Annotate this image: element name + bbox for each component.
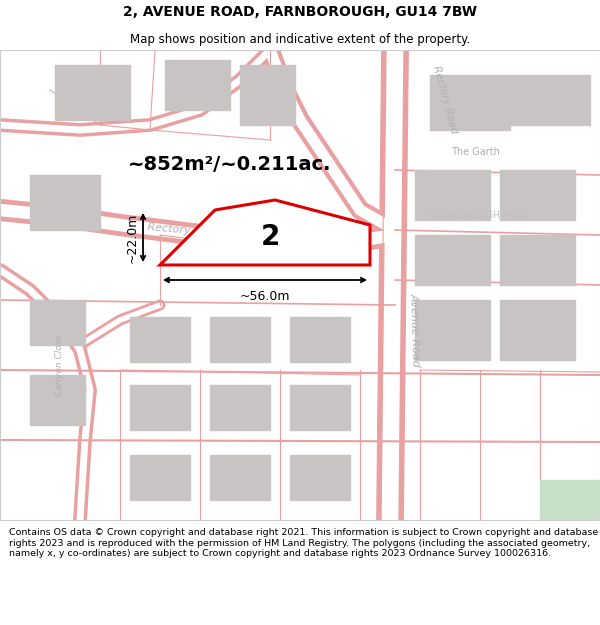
- Bar: [500, 300, 575, 360]
- Bar: [165, 60, 230, 110]
- Bar: [430, 75, 510, 130]
- Bar: [210, 385, 270, 430]
- Text: Carlyon Close: Carlyon Close: [56, 334, 65, 396]
- Text: ~22.0m: ~22.0m: [126, 213, 139, 262]
- Text: 2, AVENUE ROAD, FARNBOROUGH, GU14 7BW: 2, AVENUE ROAD, FARNBOROUGH, GU14 7BW: [123, 6, 477, 19]
- Bar: [290, 385, 350, 430]
- Bar: [510, 75, 590, 125]
- Bar: [415, 170, 490, 220]
- Bar: [415, 235, 490, 285]
- Text: ~852m²/~0.211ac.: ~852m²/~0.211ac.: [128, 156, 332, 174]
- Bar: [210, 455, 270, 500]
- Bar: [540, 480, 600, 520]
- Bar: [55, 65, 130, 120]
- Text: Rectory Road: Rectory Road: [147, 222, 223, 238]
- Bar: [500, 235, 575, 285]
- Bar: [30, 375, 85, 425]
- Bar: [415, 300, 490, 360]
- Polygon shape: [160, 200, 370, 265]
- Bar: [130, 385, 190, 430]
- Bar: [290, 317, 350, 362]
- Text: Contains OS data © Crown copyright and database right 2021. This information is : Contains OS data © Crown copyright and d…: [9, 528, 598, 558]
- Text: 2: 2: [260, 223, 280, 251]
- Bar: [290, 455, 350, 500]
- Bar: [240, 65, 295, 125]
- Bar: [30, 300, 85, 345]
- Text: ~56.0m: ~56.0m: [240, 290, 290, 303]
- Bar: [500, 170, 575, 220]
- Bar: [130, 455, 190, 500]
- Text: Map shows position and indicative extent of the property.: Map shows position and indicative extent…: [130, 34, 470, 46]
- Bar: [30, 175, 100, 230]
- Bar: [130, 317, 190, 362]
- Bar: [210, 317, 270, 362]
- Text: The Garth: The Garth: [451, 147, 499, 157]
- Text: Avenue Road: Avenue Road: [409, 293, 421, 367]
- Text: Rectory Road: Rectory Road: [431, 65, 459, 135]
- Text: FARNBOROUGH PARK: FARNBOROUGH PARK: [430, 211, 526, 219]
